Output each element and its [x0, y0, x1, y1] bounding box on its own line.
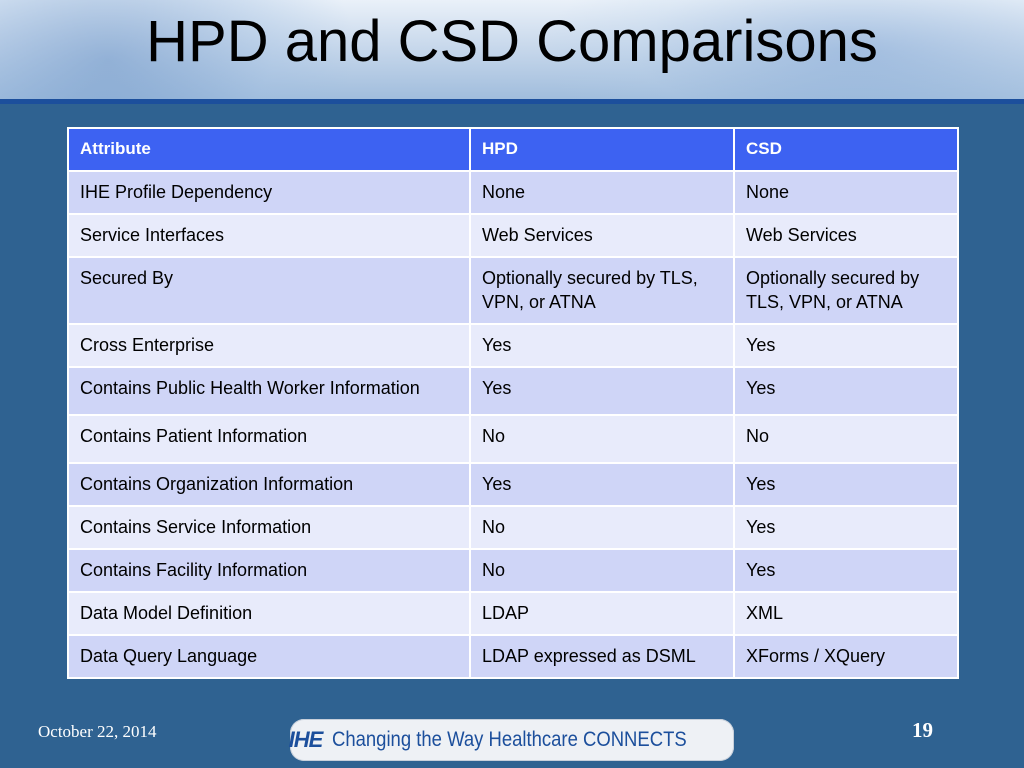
csd-cell: Optionally secured by TLS, VPN, or ATNA — [733, 256, 959, 325]
csd-cell: None — [733, 170, 959, 215]
hpd-cell: Yes — [469, 366, 735, 416]
hpd-cell: No — [469, 505, 735, 550]
header-csd: CSD — [733, 127, 959, 172]
attribute-cell: Contains Facility Information — [67, 548, 471, 593]
attribute-cell: Contains Service Information — [67, 505, 471, 550]
attribute-cell: Contains Organization Information — [67, 462, 471, 507]
table-row: Contains Patient Information No No — [67, 414, 959, 464]
ihe-logo-tagline: Changing the Way Healthcare CONNECTS — [332, 728, 688, 751]
hpd-cell: Yes — [469, 462, 735, 507]
hpd-cell: None — [469, 170, 735, 215]
attribute-cell: IHE Profile Dependency — [67, 170, 471, 215]
csd-cell: Yes — [733, 323, 959, 368]
page-number: 19 — [912, 718, 933, 742]
csd-cell: Yes — [733, 462, 959, 507]
csd-cell: No — [733, 414, 959, 464]
csd-cell: Web Services — [733, 213, 959, 258]
attribute-cell: Contains Public Health Worker Informatio… — [67, 366, 471, 416]
table-row: Contains Facility Information No Yes — [67, 548, 959, 593]
hpd-cell: Optionally secured by TLS, VPN, or ATNA — [469, 256, 735, 325]
ihe-logo-mark: IHE — [288, 727, 324, 752]
table-row: Data Query Language LDAP expressed as DS… — [67, 634, 959, 679]
table-row: Data Model Definition LDAP XML — [67, 591, 959, 636]
table-row: Contains Organization Information Yes Ye… — [67, 462, 959, 507]
attribute-cell: Contains Patient Information — [67, 414, 471, 464]
header-divider — [0, 99, 1024, 104]
csd-cell: Yes — [733, 366, 959, 416]
attribute-cell: Secured By — [67, 256, 471, 325]
csd-cell: XForms / XQuery — [733, 634, 959, 679]
attribute-cell: Data Query Language — [67, 634, 471, 679]
csd-cell: Yes — [733, 505, 959, 550]
table-row: Service Interfaces Web Services Web Serv… — [67, 213, 959, 258]
attribute-cell: Cross Enterprise — [67, 323, 471, 368]
table-row: Contains Service Information No Yes — [67, 505, 959, 550]
footer-date: October 22, 2014 — [38, 722, 157, 741]
hpd-cell: No — [469, 414, 735, 464]
slide-header — [0, 0, 1024, 101]
table-row: Cross Enterprise Yes Yes — [67, 323, 959, 368]
comparison-table: Attribute HPD CSD IHE Profile Dependency… — [67, 127, 959, 679]
hpd-cell: No — [469, 548, 735, 593]
csd-cell: XML — [733, 591, 959, 636]
comparison-table-container: Attribute HPD CSD IHE Profile Dependency… — [67, 127, 959, 679]
header-attribute: Attribute — [67, 127, 471, 172]
header-hpd: HPD — [469, 127, 735, 172]
hpd-cell: Web Services — [469, 213, 735, 258]
slide-title: HPD and CSD Comparisons — [146, 9, 878, 74]
table-row: IHE Profile Dependency None None — [67, 170, 959, 215]
attribute-cell: Service Interfaces — [67, 213, 471, 258]
csd-cell: Yes — [733, 548, 959, 593]
hpd-cell: LDAP expressed as DSML — [469, 634, 735, 679]
table-header-row: Attribute HPD CSD — [67, 127, 959, 172]
attribute-cell: Data Model Definition — [67, 591, 471, 636]
table-row: Secured By Optionally secured by TLS, VP… — [67, 256, 959, 325]
hpd-cell: Yes — [469, 323, 735, 368]
globe-graphic — [0, 0, 360, 101]
hpd-cell: LDAP — [469, 591, 735, 636]
table-row: Contains Public Health Worker Informatio… — [67, 366, 959, 416]
header-wave-graphic — [544, 0, 1024, 101]
ihe-logo: IHE Changing the Way Healthcare CONNECTS — [288, 719, 734, 761]
